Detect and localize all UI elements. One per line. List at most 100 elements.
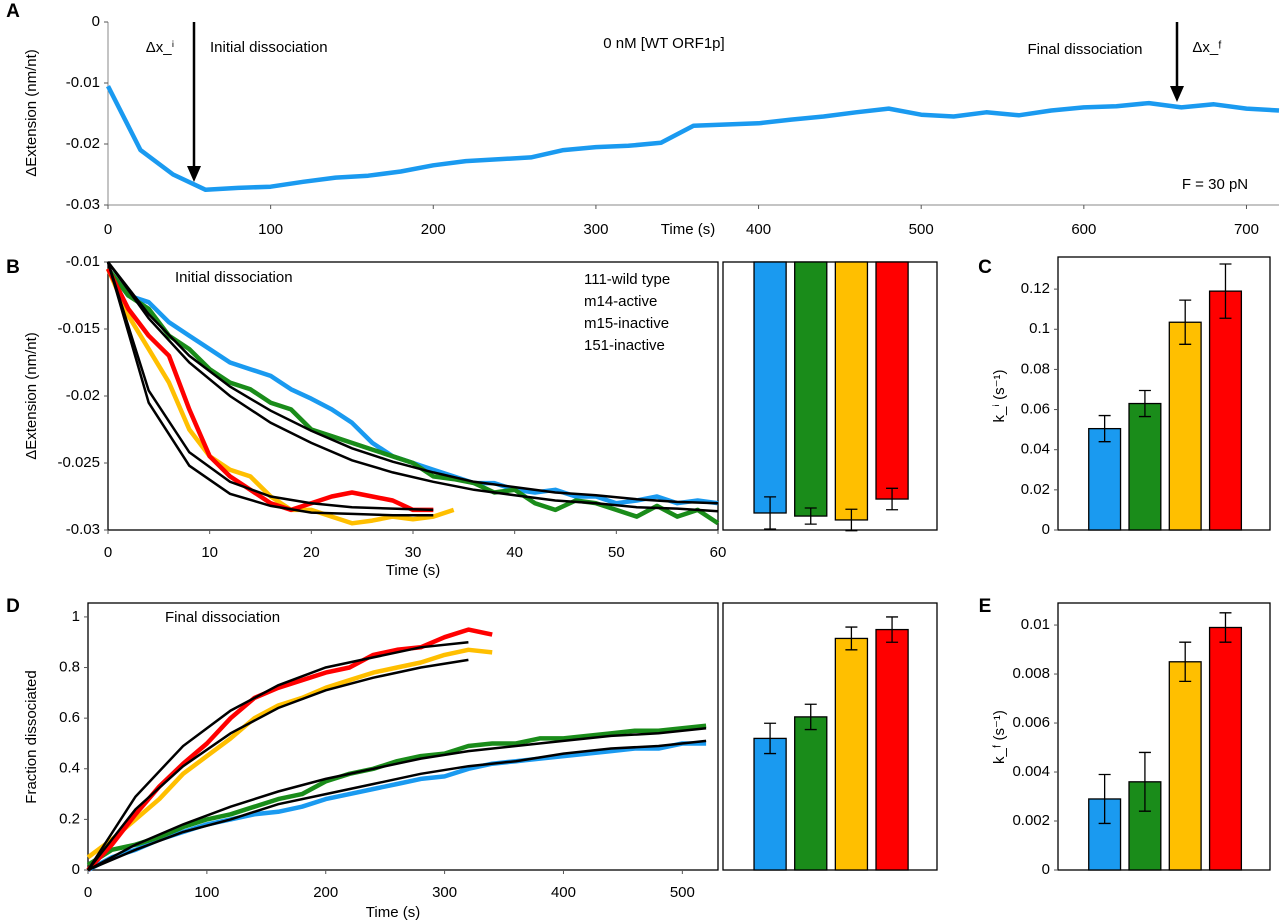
y-axis-label: ΔExtension (nm/nt) xyxy=(23,49,40,177)
y-axis-label: Fraction dissociated xyxy=(23,670,40,803)
annotation: Initial dissociation xyxy=(175,269,293,286)
y-tick-label: 0.004 xyxy=(1012,763,1050,780)
bar xyxy=(753,261,787,514)
bar xyxy=(1088,427,1122,531)
y-tick-label: 0 xyxy=(92,13,100,30)
x-tick-label: 200 xyxy=(313,884,338,901)
bar xyxy=(753,737,787,871)
legend-entry: m14-active xyxy=(584,293,657,310)
x-tick-label: 600 xyxy=(1071,221,1096,238)
annotation: 0 nM [WT ORF1p] xyxy=(603,35,724,52)
x-tick-label: 400 xyxy=(551,884,576,901)
y-tick-label: 0.02 xyxy=(1021,481,1050,498)
y-tick-label: -0.03 xyxy=(66,521,100,538)
panel-letter: D xyxy=(6,596,20,617)
plot-frame xyxy=(722,602,938,871)
y-tick-label: 0.6 xyxy=(59,709,80,726)
legend-entry: 111-wild type xyxy=(584,271,670,288)
panel-letter: A xyxy=(6,1,20,22)
x-tick-label: 10 xyxy=(201,544,218,561)
x-tick-label: 60 xyxy=(710,544,727,561)
y-tick-label: -0.02 xyxy=(66,387,100,404)
x-tick-label: 0 xyxy=(104,544,112,561)
error-bar xyxy=(764,496,777,530)
panel-letter: C xyxy=(978,257,992,278)
x-axis-label: Time (s) xyxy=(661,221,715,238)
annotation: Initial dissociation xyxy=(210,39,328,56)
y-tick-label: 0.08 xyxy=(1021,360,1050,377)
fit-curve xyxy=(106,261,719,513)
arrowhead xyxy=(187,166,201,182)
data-trace xyxy=(106,267,720,526)
legend-entry: m15-inactive xyxy=(584,315,669,332)
annotation: F = 30 pN xyxy=(1182,176,1248,193)
bar xyxy=(875,628,909,871)
plot-frame xyxy=(87,602,719,871)
y-tick-label: 1 xyxy=(72,608,80,625)
plot-frame xyxy=(722,261,938,531)
x-tick-label: 30 xyxy=(405,544,422,561)
error-bar xyxy=(886,487,899,511)
y-tick-label: -0.025 xyxy=(57,454,100,471)
y-tick-label: 0.4 xyxy=(59,760,80,777)
bar xyxy=(1208,290,1243,531)
error-bar xyxy=(1138,389,1151,418)
bar xyxy=(1168,321,1202,531)
x-tick-label: 40 xyxy=(506,544,523,561)
error-bar xyxy=(764,722,777,755)
x-tick-label: 300 xyxy=(432,884,457,901)
fit-curve xyxy=(87,739,707,872)
fit-curve xyxy=(106,261,434,517)
y-axis-label: k_ⁱ (s⁻¹) xyxy=(991,369,1008,422)
x-tick-label: 400 xyxy=(746,221,771,238)
x-tick-label: 200 xyxy=(421,221,446,238)
fit-curve xyxy=(106,261,434,512)
annotation: Final dissociation xyxy=(165,609,280,626)
error-bar xyxy=(1098,414,1111,443)
data-trace xyxy=(86,647,493,860)
data-trace xyxy=(86,723,707,867)
error-bar xyxy=(1179,641,1192,683)
error-bar xyxy=(1098,773,1111,825)
x-tick-label: 0 xyxy=(104,221,112,238)
plot-frame xyxy=(1057,256,1271,531)
error-bar xyxy=(1179,299,1192,345)
fit-curve xyxy=(87,658,469,871)
y-tick-label: 0.06 xyxy=(1021,401,1050,418)
y-tick-label: -0.03 xyxy=(66,196,100,213)
error-bar xyxy=(1219,612,1232,643)
y-tick-label: 0.1 xyxy=(1029,320,1050,337)
panel-letter: E xyxy=(979,596,992,617)
y-tick-label: 0.002 xyxy=(1012,812,1050,829)
x-tick-label: 20 xyxy=(303,544,320,561)
bar xyxy=(794,261,828,517)
bar xyxy=(1128,402,1162,531)
bar xyxy=(794,716,828,871)
data-trace xyxy=(105,267,455,526)
error-bar xyxy=(845,508,858,532)
bar xyxy=(834,261,869,521)
y-axis-label: ΔExtension (nm/nt) xyxy=(23,332,40,460)
x-tick-label: 50 xyxy=(608,544,625,561)
fit-curve xyxy=(86,640,469,871)
annotation: Δx_ⁱ xyxy=(146,39,175,56)
x-tick-label: 100 xyxy=(194,884,219,901)
y-tick-label: 0.04 xyxy=(1021,441,1050,458)
x-tick-label: 700 xyxy=(1234,221,1259,238)
y-tick-label: 0.006 xyxy=(1012,714,1050,731)
panel-letter: B xyxy=(6,257,20,278)
bar xyxy=(1168,661,1202,871)
plot-frame xyxy=(1057,602,1271,871)
annotation: Final dissociation xyxy=(1027,41,1142,58)
bar xyxy=(875,261,909,500)
y-axis-label: k_ᶠ (s⁻¹) xyxy=(991,710,1008,764)
error-bar xyxy=(804,507,817,525)
arrowhead xyxy=(1170,86,1184,102)
y-tick-label: 0.01 xyxy=(1021,616,1050,633)
x-tick-label: 500 xyxy=(909,221,934,238)
bar xyxy=(834,637,869,871)
x-tick-label: 0 xyxy=(84,884,92,901)
y-tick-label: -0.02 xyxy=(66,135,100,152)
x-axis-label: Time (s) xyxy=(366,904,420,921)
